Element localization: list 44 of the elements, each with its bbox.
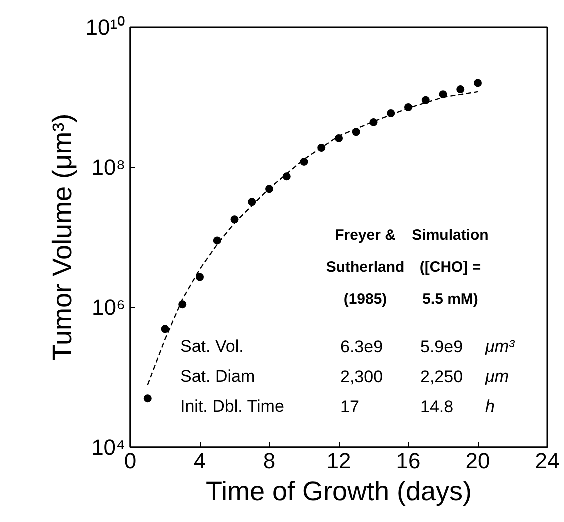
x-tick-label: 12 — [326, 448, 352, 474]
annotation: 5.5 mM) — [422, 291, 478, 308]
x-tick-label: 4 — [194, 448, 206, 474]
annotation: ([CHO] = — [420, 259, 482, 276]
annotation: 14.8 — [420, 398, 454, 416]
point — [439, 90, 448, 99]
annotation: 2,250 — [420, 368, 464, 386]
x-tick-label: 0 — [124, 448, 137, 474]
point — [474, 79, 482, 88]
point — [161, 325, 170, 334]
point — [196, 273, 204, 282]
annotation: 2,300 — [340, 368, 384, 386]
point — [282, 172, 291, 181]
annotation: (1985) — [344, 291, 388, 308]
annotation: Sutherland — [326, 259, 405, 276]
x-axis-title: Time of Growth (days) — [206, 476, 472, 506]
annotation: 5.9e9 — [420, 338, 464, 356]
annotation: μm³ — [484, 337, 516, 356]
x-tick-label: 16 — [396, 448, 421, 474]
y-tick-label: 10¹⁰ — [86, 15, 126, 40]
annotation: 6.3e9 — [340, 338, 384, 356]
annotation: Sat. Diam — [180, 367, 256, 386]
annotation: Simulation — [412, 227, 489, 244]
point — [422, 96, 430, 104]
annotation: Sat. Vol. — [180, 337, 244, 356]
y-tick-label: 10⁶ — [92, 295, 126, 320]
point — [248, 198, 256, 206]
x-tick-label: 8 — [263, 448, 276, 474]
x-tick-label: 24 — [535, 448, 560, 474]
annotation: 17 — [340, 398, 360, 416]
point — [178, 300, 187, 309]
annotation: Freyer & — [335, 227, 396, 244]
annotation: Init. Dbl. Time — [180, 397, 284, 416]
point — [144, 394, 152, 403]
point — [456, 86, 465, 94]
point — [300, 158, 308, 166]
point — [335, 134, 343, 142]
y-axis-title: Tumor Volume (μm³) — [48, 114, 78, 362]
annotation: h — [486, 397, 495, 416]
x-tick-label: 20 — [466, 448, 490, 474]
y-tick-label: 10⁴ — [92, 435, 126, 460]
y-tick-label: 10⁸ — [92, 155, 126, 180]
annotation: μm — [484, 367, 509, 386]
point — [213, 236, 222, 245]
